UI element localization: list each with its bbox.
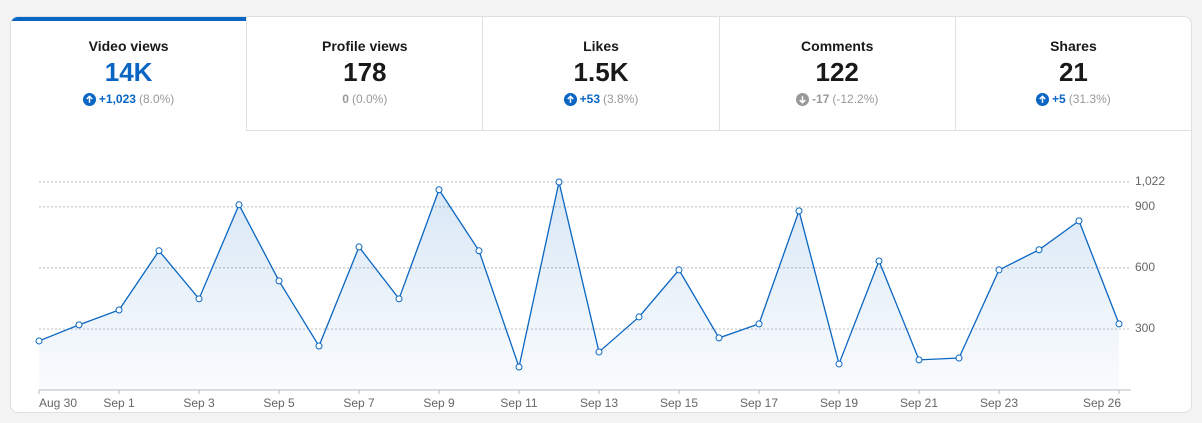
x-tick-label: Sep 1 — [103, 396, 135, 410]
area — [39, 182, 1119, 390]
point — [875, 257, 883, 265]
line — [38, 181, 1120, 370]
point — [75, 321, 83, 329]
y-tick-label: 1,022 — [1135, 174, 1165, 188]
metric-label: Comments — [801, 38, 874, 54]
chart: 300 600 900 1,022 Aug 30 Sep 1 Sep 3 Sep 5 Sep 7… — [35, 174, 1165, 410]
x-tick-label: Sep 9 — [423, 396, 455, 410]
change-icon — [796, 92, 810, 106]
metric-change: -17 (-12.2%) — [720, 92, 955, 106]
change-icon — [563, 92, 577, 106]
metric-value: 21 — [1058, 57, 1088, 87]
icon-arrow — [566, 94, 574, 103]
metric-tab[interactable]: Likes 1.5K +53 (3.8%) — [482, 17, 719, 131]
point — [595, 348, 603, 356]
change-percent: (3.8%) — [603, 92, 639, 106]
x-tick-label: Sep 3 — [183, 396, 215, 410]
x-tick-label: Sep 5 — [263, 396, 295, 410]
metric-change: +1,023 (8.0%) — [11, 92, 246, 106]
point — [475, 247, 483, 255]
point — [795, 207, 803, 215]
point — [515, 363, 523, 371]
change-icon — [82, 92, 96, 106]
point — [435, 186, 443, 194]
point — [755, 320, 763, 328]
metric-tab[interactable]: Comments 122 -17 (-12.2%) — [718, 17, 955, 131]
point — [1035, 246, 1043, 254]
x-tick-label: Sep 7 — [343, 396, 375, 410]
change-value: +1,023 — [98, 92, 136, 106]
metric-label: Video views — [88, 38, 169, 54]
metric-change: +5 (31.3%) — [956, 92, 1191, 106]
point — [35, 337, 43, 345]
point — [1115, 320, 1123, 328]
x-tick-label: Sep 15 — [660, 396, 698, 410]
metric-tab[interactable]: Shares 21 +5 (31.3%) — [954, 17, 1191, 131]
point — [155, 247, 163, 255]
x-tick-label: Sep 17 — [740, 396, 778, 410]
point — [395, 295, 403, 303]
y-tick-label: 300 — [1135, 321, 1155, 335]
y-tick-label: 900 — [1135, 199, 1155, 213]
metric-tab[interactable]: Profile views 178 0 (0.0%) — [246, 17, 483, 131]
change-percent: (8.0%) — [138, 92, 175, 106]
point — [995, 266, 1003, 274]
change-value: +5 — [1052, 92, 1066, 106]
metric-label: Shares — [1050, 38, 1097, 54]
metric-label: Likes — [583, 38, 619, 54]
x-tick-label: Aug 30 — [39, 396, 77, 410]
x-tick-label: Sep 19 — [820, 396, 858, 410]
x-tick-label: Sep 26 — [1083, 396, 1121, 410]
metric-value: 1.5K — [573, 57, 629, 87]
change-icon — [1036, 92, 1050, 106]
card: Video views 14K +1,023 (8.0%) Profile views 1… — [10, 16, 1192, 413]
change-percent: (31.3%) — [1068, 92, 1111, 106]
point — [115, 306, 123, 314]
icon-arrow — [1039, 94, 1046, 103]
point — [715, 334, 723, 342]
metric-value: 122 — [815, 57, 859, 87]
point — [315, 342, 323, 350]
tabs: Video views 14K +1,023 (8.0%) Profile views 1… — [11, 17, 1191, 131]
point — [555, 178, 563, 186]
point — [235, 201, 243, 209]
point — [675, 266, 683, 274]
change-percent: (-12.2%) — [832, 92, 879, 106]
x-tick-label: Sep 13 — [580, 396, 618, 410]
change-percent: (0.0%) — [351, 92, 388, 106]
change-value: -17 — [812, 92, 830, 106]
change-value: +53 — [579, 92, 601, 106]
metric-tab[interactable]: Video views 14K +1,023 (8.0%) — [11, 17, 247, 131]
point — [275, 277, 283, 285]
icon-arrow — [799, 95, 806, 104]
point — [635, 313, 643, 321]
point — [835, 360, 843, 368]
point — [1075, 217, 1083, 225]
point — [355, 243, 363, 251]
point — [915, 356, 923, 364]
x-tick-label: Sep 23 — [980, 396, 1018, 410]
y-tick-label: 600 — [1135, 260, 1155, 274]
icon-arrow — [86, 94, 93, 103]
metric-value: 178 — [343, 57, 387, 87]
change-value: 0 — [342, 92, 349, 106]
metric-change: 0 (0.0%) — [247, 92, 482, 106]
x-tick-label: Sep 11 — [500, 396, 537, 410]
point — [195, 295, 203, 303]
metric-value: 14K — [104, 57, 153, 87]
x-tick-label: Sep 21 — [900, 396, 938, 410]
metric-label: Profile views — [322, 38, 408, 54]
point — [955, 354, 963, 362]
metric-change: +53 (3.8%) — [483, 92, 718, 106]
